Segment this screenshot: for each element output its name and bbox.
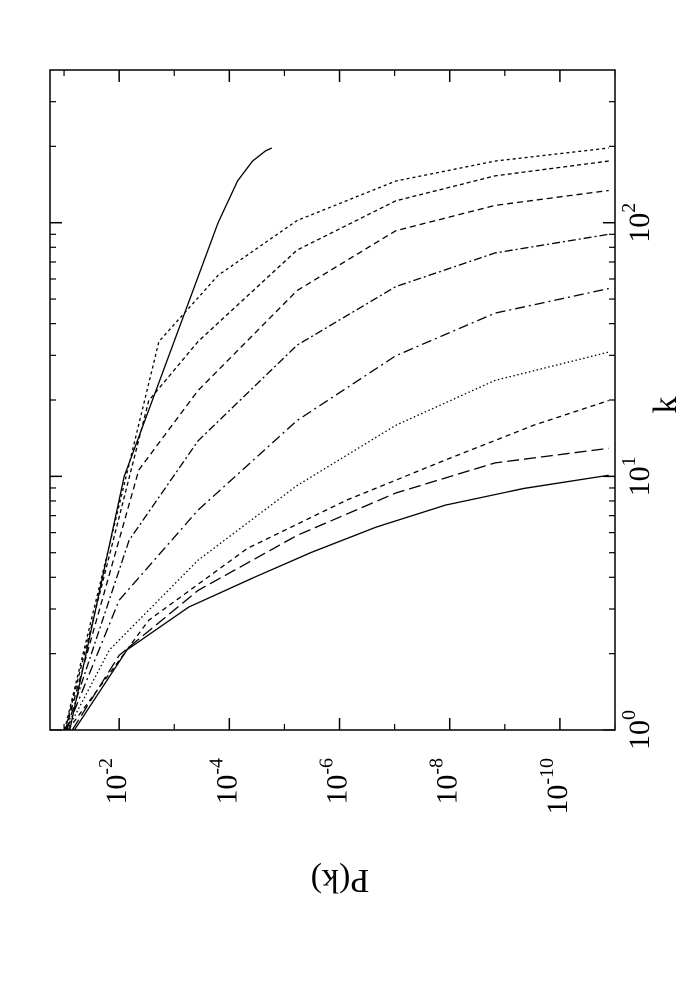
curve — [64, 189, 609, 730]
y-tick-label: 10-8 — [425, 758, 463, 805]
y-tick-label: 10-2 — [95, 758, 133, 805]
curve — [65, 287, 609, 730]
y-axis-label: P(k) — [311, 862, 370, 899]
y-tick-base: 10 — [431, 775, 464, 805]
curve — [69, 147, 273, 730]
y-tick-label: 10-10 — [536, 758, 574, 815]
curve — [63, 147, 609, 730]
y-tick-label: 10-4 — [205, 758, 243, 805]
curve — [67, 399, 609, 730]
y-tick-exponent: -6 — [315, 758, 337, 775]
curve — [65, 233, 609, 730]
y-tick-exponent: -2 — [95, 758, 117, 775]
curve — [73, 474, 609, 730]
x-tick-base: 10 — [623, 213, 656, 243]
curve — [64, 160, 609, 730]
x-tick-exponent: 0 — [618, 710, 640, 720]
x-tick-exponent: 2 — [618, 203, 640, 213]
y-tick-base: 10 — [541, 785, 574, 815]
x-tick-label: 100 — [618, 710, 656, 750]
y-tick-base: 10 — [320, 775, 353, 805]
y-tick-exponent: -4 — [205, 758, 227, 775]
x-axis-label: k — [647, 397, 684, 414]
plot-frame — [49, 69, 616, 731]
curves — [63, 147, 609, 730]
x-tick-label: 101 — [618, 456, 656, 496]
x-tick-base: 10 — [623, 466, 656, 496]
y-tick-label: 10-6 — [315, 758, 353, 805]
y-tick-exponent: -10 — [536, 758, 558, 785]
curve — [66, 351, 609, 730]
x-tick-exponent: 1 — [618, 456, 640, 466]
y-tick-exponent: -8 — [425, 758, 447, 775]
y-tick-base: 10 — [210, 775, 243, 805]
y-tick-base: 10 — [100, 775, 133, 805]
curve — [71, 447, 609, 730]
x-tick-base: 10 — [623, 720, 656, 750]
x-tick-label: 102 — [618, 203, 656, 243]
